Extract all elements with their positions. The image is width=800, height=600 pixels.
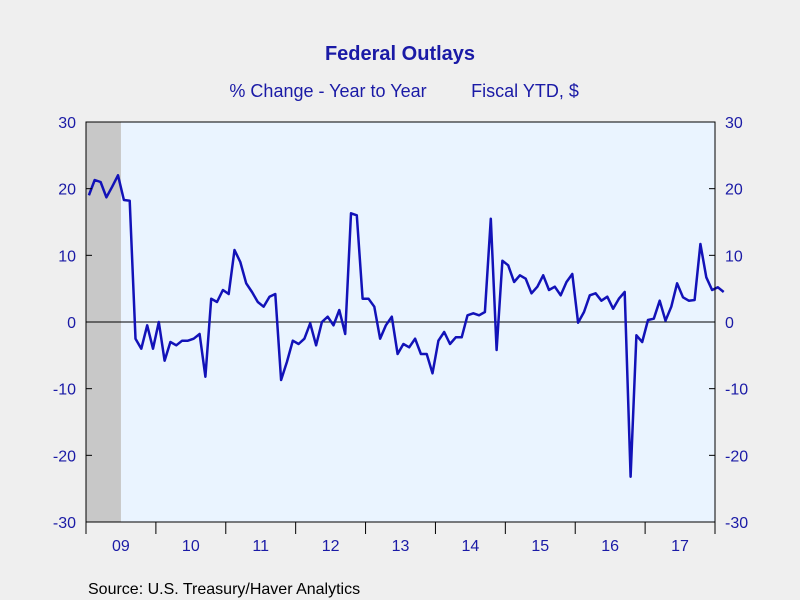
- chart-subtitle-measure: % Change - Year to Year: [229, 81, 426, 101]
- x-tick-label: 14: [461, 538, 479, 555]
- chart-title: Federal Outlays: [325, 43, 475, 65]
- y-tick-label-right: -10: [725, 382, 748, 399]
- y-tick-label-right: 30: [725, 115, 743, 132]
- y-tick-label-right: 0: [725, 315, 734, 332]
- x-tick-label: 09: [112, 538, 130, 555]
- y-tick-label-left: 0: [67, 315, 76, 332]
- x-tick-label: 12: [322, 538, 340, 555]
- x-tick-label: 10: [182, 538, 200, 555]
- y-tick-label-left: -20: [53, 448, 76, 465]
- y-tick-label-left: -10: [53, 382, 76, 399]
- x-tick-label: 17: [671, 538, 689, 555]
- y-tick-label-left: 10: [58, 248, 76, 265]
- y-tick-label-right: -20: [725, 448, 748, 465]
- source-note: Source: U.S. Treasury/Haver Analytics: [88, 581, 360, 598]
- x-tick-label: 11: [252, 538, 269, 555]
- y-tick-label-left: 20: [58, 182, 76, 199]
- y-tick-label-right: -30: [725, 515, 748, 532]
- chart-subtitle-basis: Fiscal YTD, $: [471, 81, 579, 101]
- x-tick-label: 16: [601, 538, 619, 555]
- x-tick-label: 15: [531, 538, 549, 555]
- series-line-0: [87, 174, 725, 478]
- y-tick-label-left: -30: [53, 515, 76, 532]
- y-tick-label-right: 10: [725, 248, 743, 265]
- x-tick-label: 13: [392, 538, 410, 555]
- y-tick-label-left: 30: [58, 115, 76, 132]
- y-tick-label-right: 20: [725, 182, 743, 199]
